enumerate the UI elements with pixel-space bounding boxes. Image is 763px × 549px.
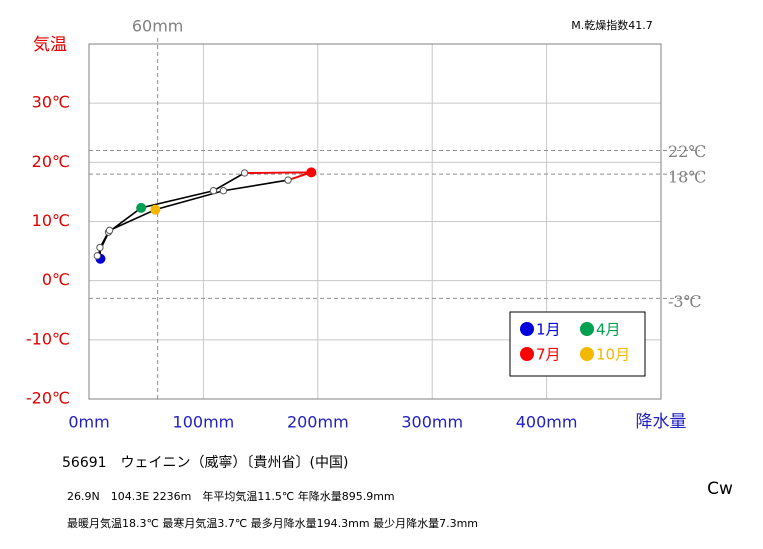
month-point (306, 167, 317, 178)
month-point (136, 202, 147, 213)
y-tick-label: 10℃ (32, 211, 70, 230)
y-tick-label: -20℃ (26, 389, 70, 408)
month-point (105, 226, 114, 235)
month-point (219, 187, 228, 195)
month-point (150, 204, 161, 215)
legend-box (509, 311, 646, 377)
legend-marker (580, 347, 594, 361)
climate-class: Cw (707, 479, 733, 499)
y-tick-label: 0℃ (42, 270, 70, 289)
month-point (96, 243, 104, 252)
legend-label: 10月 (596, 346, 630, 364)
month-point (209, 187, 218, 195)
legend-marker (580, 322, 594, 336)
y-axis-label: 気温 (33, 35, 67, 55)
legend-marker (520, 322, 534, 336)
x-tick-label: 400mm (516, 413, 578, 432)
legend: 1月 4月 7月 10月 (520, 321, 630, 364)
x-axis-label: 降水量 (636, 412, 687, 432)
plot-frame (88, 43, 662, 400)
info-line: 最暖月気温18.3℃ 最寒月気温3.7℃ 最多月降水量194.3mm 最少月降水… (67, 516, 478, 530)
reference-label: 22℃ (668, 142, 706, 161)
y-tick-label: -10℃ (26, 329, 70, 348)
y-tick-label: 20℃ (32, 152, 70, 171)
legend-label: 7月 (536, 346, 561, 364)
reference-label: 18℃ (668, 168, 706, 187)
reference-label: -3℃ (668, 292, 701, 311)
month-point (240, 169, 249, 177)
month-point (284, 176, 292, 184)
x-tick-label: 300mm (401, 413, 463, 432)
aridity-index: M.乾燥指数41.7 (571, 18, 652, 32)
x-tick-label: 100mm (173, 413, 235, 432)
legend-marker (520, 347, 534, 361)
legend-label: 4月 (596, 321, 621, 339)
x-tick-label: 200mm (287, 413, 349, 432)
legend-label: 1月 (536, 321, 561, 339)
reference-label: 60mm (132, 17, 184, 36)
station: 56691 ウェイニン（威寧）〔貴州省〕(中国) (62, 454, 348, 471)
x-tick-label: 0mm (68, 413, 109, 432)
month-point (93, 252, 102, 260)
y-tick-label: 30℃ (32, 93, 70, 112)
info-line: 26.9N 104.3E 2236m 年平均気温11.5℃ 年降水量895.9m… (67, 489, 395, 503)
